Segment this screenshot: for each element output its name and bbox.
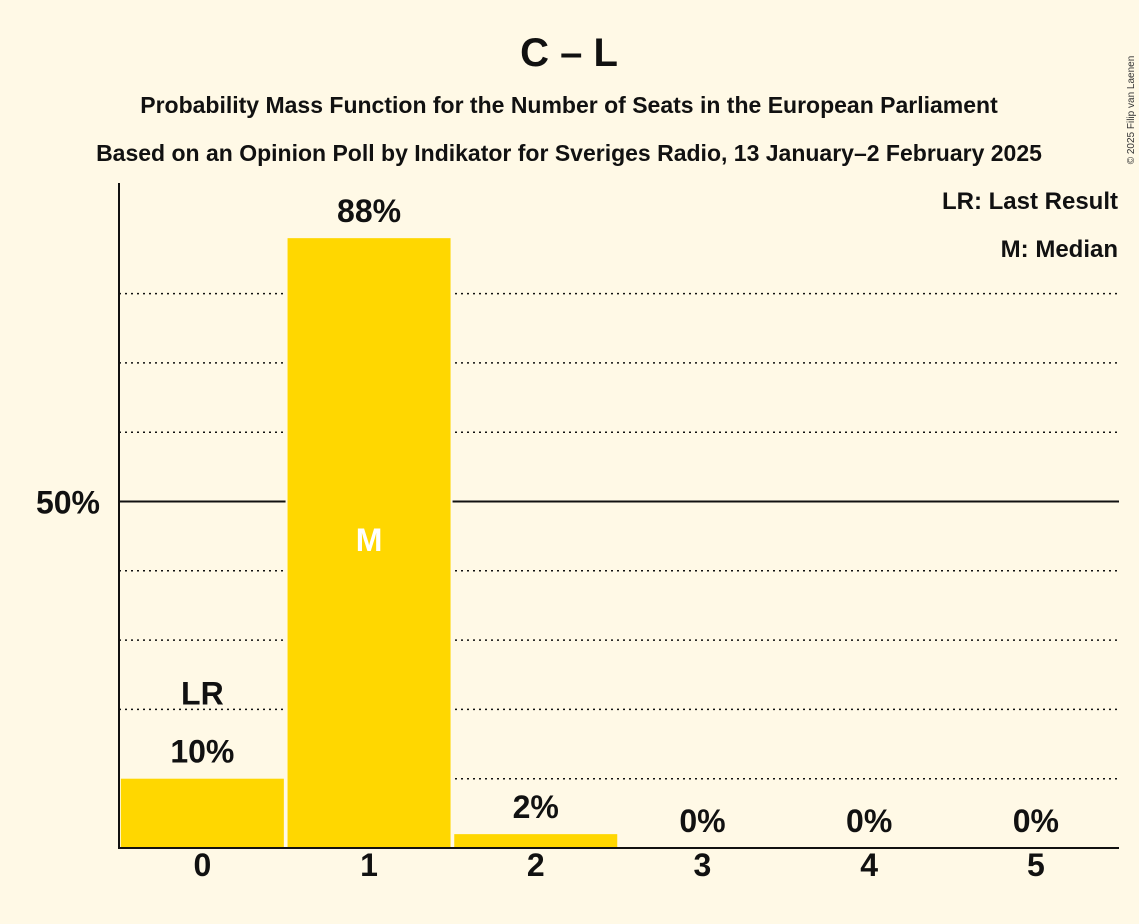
copyright-text: © 2025 Filip van Laenen: [1126, 56, 1137, 165]
value-label-0: 10%: [170, 734, 234, 770]
x-tick-label-3: 3: [694, 847, 712, 883]
bars: [118, 237, 620, 848]
bar-2: [454, 834, 618, 848]
bar-1: [287, 238, 451, 848]
chart-subtitle-1: Probability Mass Function for the Number…: [140, 92, 998, 118]
value-label-5: 0%: [1013, 803, 1059, 839]
legend-last-result: LR: Last Result: [942, 188, 1118, 215]
last-result-marker: LR: [181, 676, 224, 712]
x-tick-label-4: 4: [860, 847, 878, 883]
bar-labels: 10% LR 88% M 2% 0% 0% 0%: [170, 193, 1059, 839]
value-label-3: 0%: [679, 803, 725, 839]
chart-subtitle-2: Based on an Opinion Poll by Indikator fo…: [96, 140, 1042, 166]
median-marker: M: [356, 522, 383, 558]
x-axis-ticks: 0 1 2 3 4 5: [193, 847, 1044, 883]
bar-0: [120, 778, 284, 848]
y-axis-ticks: 50%: [36, 485, 100, 521]
x-tick-label-2: 2: [527, 847, 545, 883]
chart-title: C – L: [520, 31, 618, 75]
x-tick-label-0: 0: [193, 847, 211, 883]
x-tick-label-1: 1: [360, 847, 378, 883]
legend-median: M: Median: [1001, 236, 1118, 263]
value-label-1: 88%: [337, 193, 401, 229]
value-label-4: 0%: [846, 803, 892, 839]
value-label-2: 2%: [513, 789, 559, 825]
x-tick-label-5: 5: [1027, 847, 1045, 883]
y-tick-label: 50%: [36, 485, 100, 521]
